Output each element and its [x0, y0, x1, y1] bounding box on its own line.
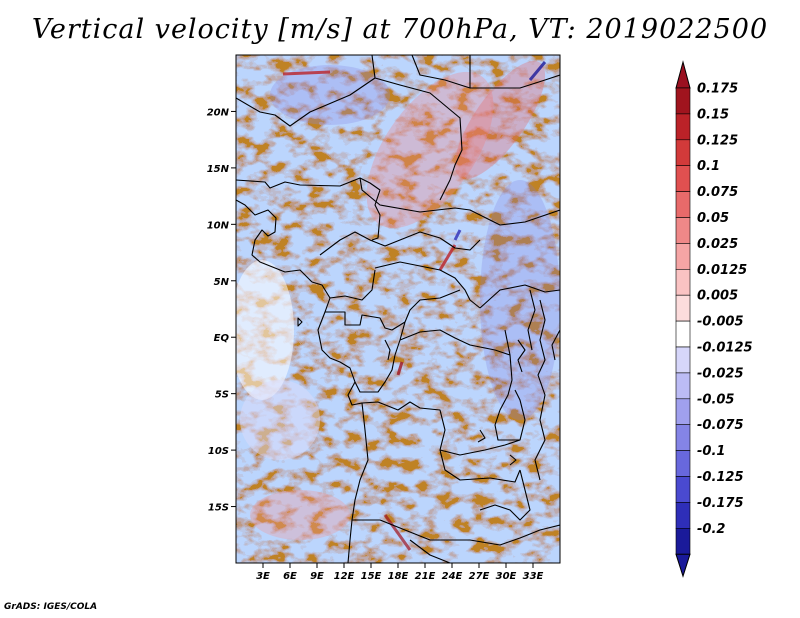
colorbar-label: -0.025 — [697, 366, 744, 381]
lon-tick-label: 18E — [388, 571, 409, 582]
colorbar-label: 0.025 — [697, 237, 738, 252]
lon-tick-label: 15E — [361, 571, 382, 582]
lat-tick-label: 15N — [207, 164, 230, 175]
colorbar-label: -0.1 — [697, 444, 725, 459]
colorbar-swatch — [675, 165, 691, 192]
lon-tick-label: 27E — [469, 571, 490, 582]
colorbar-top-arrow — [675, 60, 691, 89]
colorbar-label: -0.05 — [697, 392, 734, 407]
colorbar-swatch — [675, 398, 691, 425]
lon-tick-label: 6E — [283, 571, 297, 582]
colorbar-label: 0.15 — [697, 107, 729, 122]
colorbar-label: -0.005 — [697, 315, 744, 330]
colorbar-swatch — [675, 320, 691, 348]
colorbar-label: -0.0125 — [697, 341, 753, 356]
lon-tick-label: 21E — [415, 571, 436, 582]
colorbar-swatch — [675, 476, 691, 503]
colorbar-label: -0.075 — [697, 418, 744, 433]
colorbar-label: -0.175 — [697, 496, 744, 511]
colorbar-label: 0.05 — [697, 211, 729, 226]
lon-tick-label: 9E — [310, 571, 324, 582]
colorbar-swatch — [675, 502, 691, 529]
colorbar-label: 0.175 — [697, 82, 738, 97]
colorbar-label: 0.005 — [697, 289, 738, 304]
vertical-velocity-field — [236, 55, 560, 563]
colorbar-swatch — [675, 217, 691, 244]
colorbar-swatch — [675, 346, 691, 374]
lat-tick-label: 15S — [208, 503, 229, 514]
lat-tick-label: EQ — [214, 333, 230, 344]
grads-credit: GrADS: IGES/COLA — [4, 602, 98, 612]
colorbar-label: 0.075 — [697, 185, 738, 200]
lon-tick-label: 30E — [496, 571, 517, 582]
colorbar-swatch — [675, 87, 691, 115]
colorbar: 0.175 0.15 0.125 0.1 0.075 0.05 0.025 0.0125 0.0… — [675, 60, 753, 578]
colorbar-bottom-arrow — [675, 553, 691, 578]
colorbar-swatch — [675, 243, 691, 270]
colorbar-label: -0.125 — [697, 470, 744, 485]
colorbar-swatch — [675, 527, 691, 555]
colorbar-swatch — [675, 294, 691, 322]
colorbar-swatch — [675, 450, 691, 477]
lon-tick-label: 33E — [523, 571, 544, 582]
longitude-axis: 3E 6E 9E 12E 15E 18E 21E 24E 27E 30E 33E — [256, 563, 544, 582]
lon-tick-label: 24E — [442, 571, 463, 582]
colorbar-swatch — [675, 191, 691, 218]
country-boundaries — [236, 55, 560, 563]
colorbar-label: -0.2 — [697, 522, 725, 537]
colorbar-swatch — [675, 372, 691, 400]
plot-title: Vertical velocity [m/s] at 700hPa, VT: 2… — [31, 14, 769, 45]
colorbar-swatch — [675, 139, 691, 167]
colorbar-swatch — [675, 268, 691, 296]
latitude-axis: 20N 15N 10N 5N EQ 5S 10S 15S — [207, 107, 236, 514]
colorbar-label: 0.1 — [697, 159, 720, 174]
lon-tick-label: 12E — [334, 571, 355, 582]
colorbar-swatch — [675, 424, 691, 451]
lat-tick-label: 5N — [214, 277, 230, 288]
lat-tick-label: 10S — [208, 446, 229, 457]
colorbar-swatch — [675, 113, 691, 141]
colorbar-label: 0.0125 — [697, 263, 747, 278]
lat-tick-label: 10N — [207, 220, 230, 231]
lat-tick-label: 5S — [215, 390, 229, 401]
lon-tick-label: 3E — [256, 571, 270, 582]
colorbar-label: 0.125 — [697, 133, 738, 148]
lat-tick-label: 20N — [207, 107, 230, 118]
